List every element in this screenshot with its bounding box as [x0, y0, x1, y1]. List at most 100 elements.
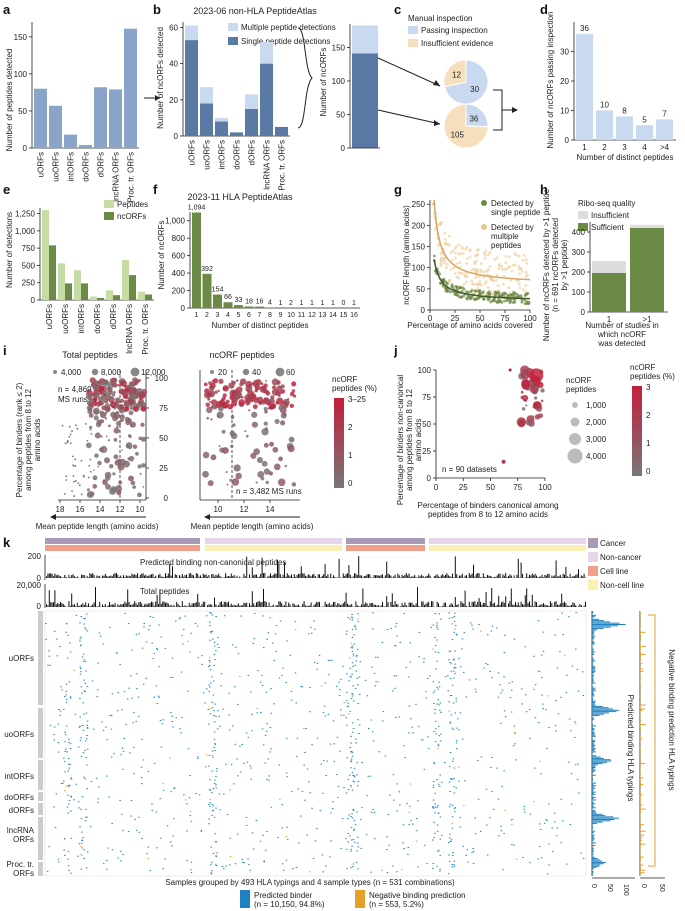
cell-binder	[577, 763, 579, 765]
cell-binder	[354, 625, 356, 627]
point-multiple	[442, 261, 446, 265]
cell-binder	[131, 649, 133, 651]
panel-d-y-tick-label: 10	[560, 107, 569, 116]
track1-bar	[148, 575, 150, 578]
point	[129, 393, 137, 401]
track1-bar	[92, 573, 94, 578]
cell-binder	[141, 738, 143, 740]
point	[533, 396, 538, 400]
track2-bar	[450, 603, 452, 607]
cell-binder	[409, 661, 412, 663]
point	[248, 409, 251, 412]
cell-binder	[65, 623, 68, 625]
cell-binder	[474, 817, 476, 819]
cell-binder	[65, 701, 68, 703]
cell-binder	[448, 781, 451, 783]
right-hist-bar	[592, 694, 595, 696]
point-single	[455, 285, 458, 289]
panel-b-y-tick-label: 60	[169, 23, 178, 32]
cell-binder	[346, 691, 348, 693]
legend-label-multiple-peptides-3: peptides	[491, 241, 521, 250]
x-tick-label: Proc. tr. ORFs	[141, 304, 150, 355]
cell-binder	[268, 775, 271, 777]
cell-binder	[551, 827, 553, 829]
cell-binder	[231, 644, 234, 646]
cell-binder	[462, 738, 464, 740]
track2-bar	[554, 601, 556, 607]
point-single	[432, 254, 436, 258]
cell-binder	[459, 826, 462, 828]
cell-binder	[472, 847, 474, 849]
cell-binder	[392, 774, 395, 776]
track1-bar	[223, 577, 225, 578]
point-multiple	[491, 293, 495, 297]
right-hist-bar	[592, 822, 597, 824]
track2-bar	[296, 605, 298, 607]
cell-binder	[202, 692, 205, 694]
point-multiple	[483, 282, 487, 286]
cell-binder	[448, 806, 451, 808]
cell-binder	[263, 860, 265, 862]
track1-bar	[300, 566, 302, 578]
cell-binder	[433, 762, 435, 764]
track2-bar	[83, 605, 85, 607]
point-single	[450, 283, 454, 287]
track2-bar	[222, 604, 224, 607]
cell-binder	[461, 648, 463, 650]
track2-bar	[536, 602, 537, 607]
track2-bar	[172, 606, 173, 607]
panel-k-letter: k	[3, 535, 11, 550]
track1-bar	[251, 567, 253, 578]
track1-bar	[198, 576, 200, 578]
cell-binder	[263, 647, 265, 649]
cell-binder	[189, 775, 191, 777]
cell-binder	[81, 847, 84, 849]
track2-bar	[421, 601, 423, 607]
point	[132, 444, 138, 449]
cell-binder	[63, 757, 65, 759]
point	[140, 436, 147, 442]
cell-binder	[138, 633, 141, 635]
cell-negative	[256, 708, 259, 710]
cell-binder	[439, 709, 441, 711]
cell-binder	[102, 729, 105, 731]
bar-single	[185, 40, 198, 136]
panel-f-title: 2023-11 HLA PeptideAtlas	[188, 192, 293, 202]
point	[211, 404, 218, 410]
cell-binder	[83, 679, 85, 681]
point	[93, 397, 98, 402]
track1-bar	[254, 574, 256, 578]
right-hist-bar	[592, 789, 594, 791]
point-single	[525, 302, 529, 305]
point	[263, 442, 269, 448]
cell-binder	[77, 855, 79, 857]
cell-binder	[346, 705, 349, 707]
track2-bar	[69, 605, 71, 607]
cell-binder	[308, 781, 310, 783]
track1-bar	[421, 574, 423, 578]
track1-bar	[249, 574, 250, 578]
track2-bar	[235, 605, 236, 607]
track2-bar	[197, 593, 199, 607]
point	[88, 413, 94, 418]
right-neg-bar	[640, 611, 641, 612]
point	[268, 405, 272, 409]
cell-binder	[548, 803, 550, 805]
x-tick-label: Proc. tr. ORFs	[278, 140, 287, 191]
cell-binder	[86, 726, 89, 728]
cell-binder	[314, 661, 316, 663]
right-hist-bar	[592, 725, 596, 727]
cell-binder	[56, 638, 58, 640]
panel-h-legend-title: Ribo-seq quality	[578, 199, 635, 208]
right-neg-bar	[640, 696, 641, 698]
cell-binder	[449, 722, 452, 724]
right-hist-bar	[592, 780, 593, 781]
track2-bar	[349, 605, 351, 607]
cell-binder	[180, 671, 183, 673]
right-neg-bar	[640, 819, 641, 820]
bar-sufficient	[592, 273, 626, 312]
point-multiple	[470, 269, 474, 272]
track2-bar	[534, 601, 536, 607]
cell-binder	[216, 643, 219, 645]
